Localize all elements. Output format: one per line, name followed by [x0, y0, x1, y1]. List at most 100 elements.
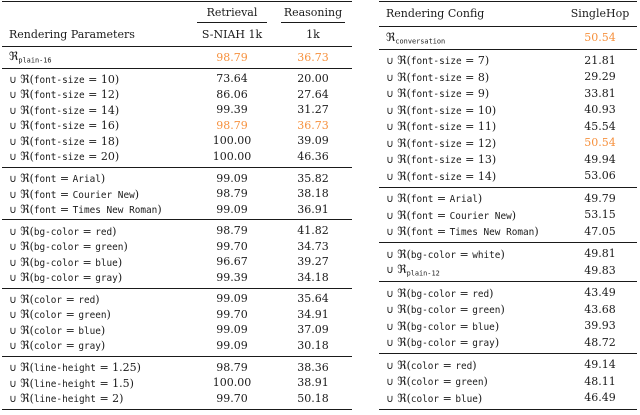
row-label: ∪ ℜplain-12: [379, 262, 563, 282]
row-label: ∪ ℜ(bg-color = blue): [9, 254, 123, 269]
union-symbol: ∪: [386, 104, 394, 117]
fraktur-r-symbol: ℜ: [20, 71, 30, 86]
group-bg-white-plain: ∪ ℜ(bg-color = white) 49.81 ∪ ℜplain-12 49.…: [379, 242, 637, 282]
column-group-retrieval: Retrieval: [190, 2, 274, 24]
empty-header-cell: [2, 2, 190, 24]
metric-value: 39.27: [297, 255, 329, 269]
row-label: ∪ ℜ(font-size = 10): [9, 71, 120, 86]
metric-value: 20.00: [297, 72, 329, 86]
tt-token: line-height: [33, 363, 96, 375]
metric-value: 34.73: [297, 239, 329, 253]
column-group-reasoning: Reasoning: [274, 2, 352, 24]
fraktur-r-symbol: ℜ: [397, 335, 407, 350]
fraktur-r-symbol: ℜ: [20, 254, 30, 269]
metric-value: 99.09: [216, 202, 248, 216]
metric-value: 34.18: [297, 270, 329, 284]
tt-token: font: [410, 227, 434, 239]
union-symbol: ∪: [9, 362, 17, 375]
metric-value: 98.79: [216, 118, 248, 132]
table-row: ∪ ℜ(font-size = 8) 29.29: [379, 69, 637, 86]
tt-token: font-size: [410, 72, 462, 84]
col-header-singlehop: SingleHop: [570, 7, 630, 20]
metric-value: 49.83: [584, 263, 616, 277]
tt-token: Arial: [449, 194, 478, 206]
fraktur-r-symbol: ℜ: [397, 102, 407, 117]
metric-value: 86.06: [216, 87, 248, 101]
fraktur-r-symbol: ℜ: [20, 338, 30, 353]
fraktur-r-symbol: ℜ: [397, 86, 407, 101]
table-row: ∪ ℜplain-12 49.83: [379, 262, 637, 282]
metric-value: 53.15: [584, 208, 616, 222]
tt-token: red: [472, 288, 490, 300]
group-color: ∪ ℜ(color = red) 49.14 ∪ ℜ(color = green) 4…: [379, 353, 637, 410]
row-label: ∪ ℜ(font = Arial): [386, 191, 483, 206]
union-symbol: ∪: [9, 256, 17, 269]
tt-token: green: [95, 242, 124, 254]
tt-token: color: [410, 377, 440, 389]
tt-token: blue: [455, 393, 478, 405]
tt-token: font-size: [33, 121, 85, 133]
union-symbol: ∪: [386, 359, 394, 372]
union-symbol: ∪: [386, 121, 394, 134]
metric-value: 43.49: [584, 286, 616, 300]
metric-value: 99.09: [216, 338, 248, 352]
metric-value: 21.81: [584, 53, 616, 67]
tt-token: bg-color: [410, 321, 457, 333]
tt-token: font-size: [410, 138, 462, 150]
metric-value: 99.09: [216, 323, 248, 337]
union-symbol: ∪: [386, 304, 394, 317]
tt-token: Courier New: [72, 189, 135, 201]
table-row: ∪ ℜ(font-size = 10) 40.93: [379, 102, 637, 119]
tt-token: bg-color: [410, 338, 457, 350]
table-row: ℜplain-16 98.79 36.73: [2, 46, 352, 68]
union-symbol: ∪: [386, 71, 394, 84]
metric-value: 99.09: [216, 292, 248, 306]
row-label: ∪ ℜ(font = Times New Roman): [386, 224, 539, 239]
tt-token: red: [455, 360, 473, 372]
metric-value: 49.79: [584, 191, 616, 205]
table-row: ∪ ℜ(font = Times New Roman) 99.09 36.91: [2, 201, 352, 220]
fraktur-r-symbol: ℜ: [397, 318, 407, 333]
table-row: ∪ ℜ(font-size = 20) 100.00 46.36: [2, 149, 352, 168]
row-label: ∪ ℜ(font-size = 14): [9, 102, 120, 117]
metric-value: 48.11: [584, 374, 616, 388]
metric-value: 49.94: [584, 152, 616, 166]
metric-value: 50.18: [297, 391, 329, 405]
metric-value: 53.06: [584, 169, 616, 183]
tt-token: font-size: [410, 105, 462, 117]
metric-value: 46.49: [584, 391, 616, 405]
table-row: ∪ ℜ(font-size = 13) 49.94: [379, 151, 637, 168]
tt-token: font-size: [33, 136, 85, 148]
table-row: ∪ ℜ(bg-color = blue) 39.93: [379, 318, 637, 335]
union-symbol: ∪: [9, 104, 17, 117]
metric-value: 98.79: [216, 50, 248, 64]
table-row: ∪ ℜ(font-size = 10) 73.64 20.00: [2, 68, 352, 87]
row-label: ∪ ℜ(font-size = 12): [386, 135, 497, 150]
table-row: ∪ ℜ(font = Courier New) 53.15: [379, 207, 637, 224]
union-symbol: ∪: [386, 320, 394, 333]
metric-value: 50.54: [584, 31, 616, 45]
table-row: ∪ ℜ(bg-color = red) 98.79 41.82: [2, 220, 352, 239]
tt-token: bg-color: [410, 288, 457, 300]
table-row: ∪ ℜ(bg-color = gray) 48.72: [379, 334, 637, 354]
union-symbol: ∪: [9, 188, 17, 201]
tt-token: font-size: [410, 89, 462, 101]
table-row: ∪ ℜ(font-size = 7) 21.81: [379, 49, 637, 69]
tt-token: bg-color: [33, 273, 80, 285]
metric-value: 41.82: [297, 224, 329, 238]
tt-token: font-size: [410, 56, 462, 68]
metric-value: 38.91: [297, 376, 329, 390]
union-symbol: ∪: [386, 209, 394, 222]
row-label: ∪ ℜ(bg-color = gray): [9, 270, 123, 285]
row-label: ∪ ℜ(font-size = 14): [386, 168, 497, 183]
fraktur-r-symbol: ℜ: [397, 191, 407, 206]
tt-token: red: [95, 226, 113, 238]
fraktur-r-symbol: ℜ: [397, 390, 407, 405]
union-symbol: ∪: [386, 55, 394, 68]
metric-value: 100.00: [212, 134, 252, 148]
metric-value: 35.64: [297, 292, 329, 306]
metric-value: 27.64: [297, 87, 329, 101]
table-row: ∪ ℜ(color = red) 99.09 35.64: [2, 288, 352, 307]
fraktur-r-symbol: ℜ: [397, 262, 407, 277]
union-symbol: ∪: [386, 248, 394, 261]
